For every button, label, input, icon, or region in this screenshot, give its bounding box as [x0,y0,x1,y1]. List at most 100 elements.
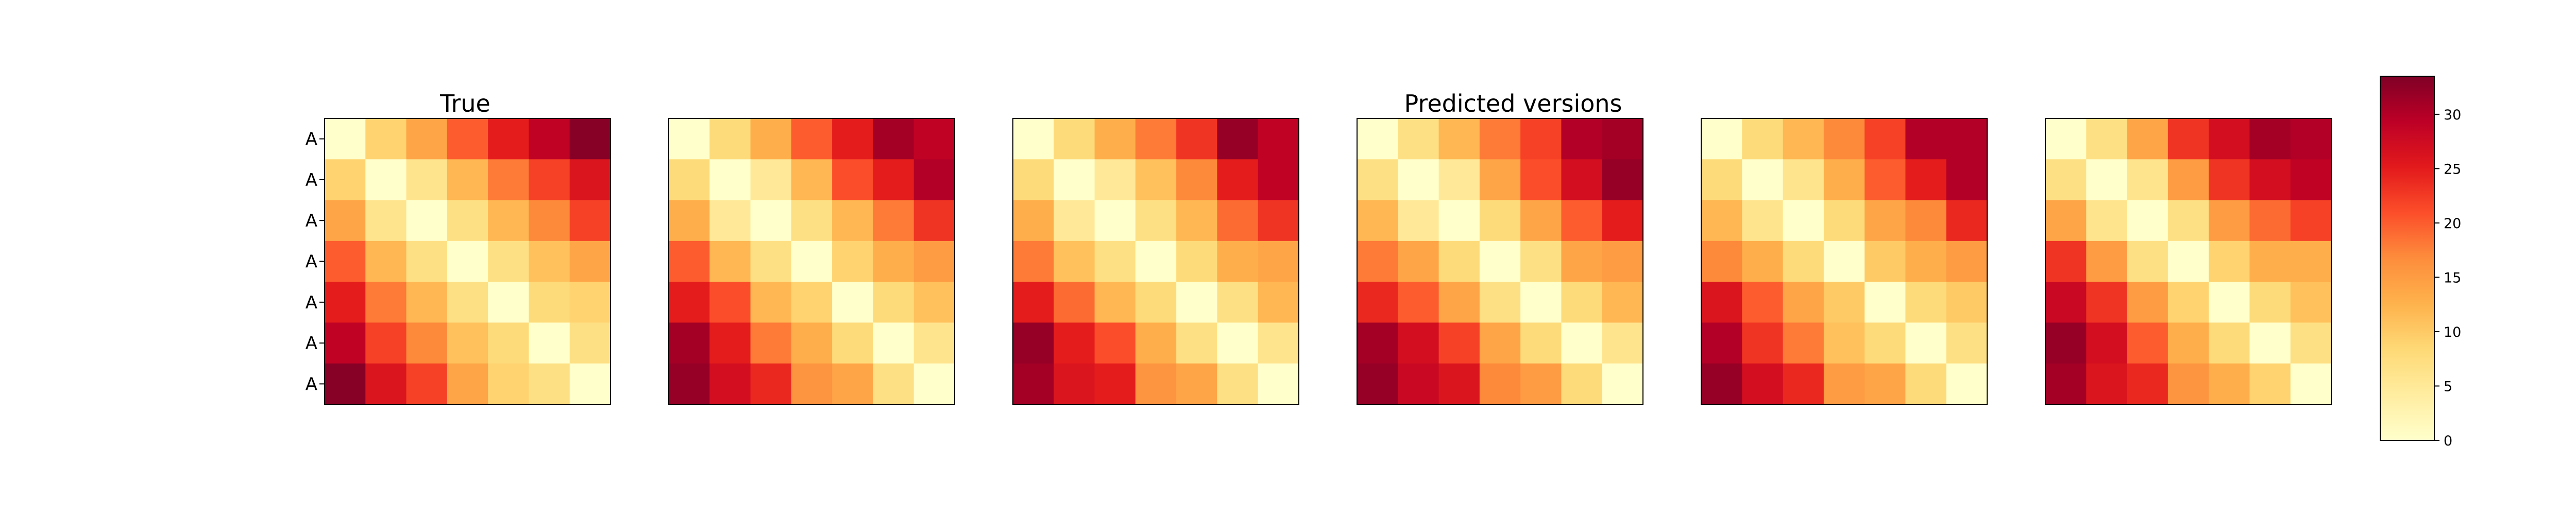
heatmap-cell [791,159,833,201]
heatmap-cell [913,241,955,282]
heatmap-cell [1054,241,1095,282]
row-label: A [306,129,317,150]
heatmap-cell [832,241,874,282]
panel-frame [668,118,955,405]
heatmap-cell [529,200,570,242]
heatmap-cell [1946,241,1988,282]
heatmap-cell [1479,322,1521,364]
heatmap-cell [1561,282,1603,323]
row-label: A [306,211,317,231]
row-label: A [306,252,317,272]
heatmap-cell [1258,241,1299,282]
heatmap-cell [1013,159,1054,201]
colorbar-tick-label: 25 [2444,161,2461,177]
heatmap-cell [1520,241,1562,282]
heatmap-cell [1217,159,1259,201]
heatmap-cell [1398,322,1439,364]
heatmap-cell [488,241,530,282]
heatmap-cell [791,282,833,323]
heatmap-cell [2086,241,2128,282]
heatmap-panel-1 [324,118,611,405]
heatmap-cell [1013,282,1054,323]
heatmap-cell [1176,118,1218,160]
heatmap-cell [1783,241,1824,282]
heatmap-cell [1602,363,1643,405]
heatmap-cell [1438,200,1480,242]
heatmap-cell [1946,322,1988,364]
heatmap-cell [1094,363,1136,405]
heatmap-cell [529,241,570,282]
heatmap-cell [1357,118,1398,160]
heatmap-cell [406,282,448,323]
heatmap-cell [2086,282,2128,323]
heatmap-panels [324,118,2332,405]
heatmap-cell [1602,159,1643,201]
heatmap-cell [2167,282,2209,323]
row-label: A [306,170,317,191]
heatmap-cell [406,322,448,364]
heatmap-cell [2086,322,2128,364]
heatmap-cell [750,241,792,282]
heatmap-cell [1217,363,1259,405]
heatmap-cell [1783,322,1824,364]
heatmap-cell [1561,159,1603,201]
heatmap-cell [529,282,570,323]
panel-frame [1357,118,1643,405]
heatmap-cell [1905,363,1947,405]
heatmap-cell [406,200,448,242]
heatmap-cell [1357,282,1398,323]
heatmap-cell [1602,282,1643,323]
heatmap-cell [750,363,792,405]
heatmap-cell [2127,241,2168,282]
heatmap-cell [1946,282,1988,323]
heatmap-cell [365,159,407,201]
heatmap-cell [873,118,914,160]
row-label: A [306,374,317,394]
heatmap-cell [1357,363,1398,405]
heatmap-cell [447,322,488,364]
heatmap-cell [832,282,874,323]
colorbar-ticks: 0 5 10 15 20 25 30 [2434,107,2461,449]
heatmap-cell [1135,118,1177,160]
heatmap-cell [1398,363,1439,405]
heatmap-cell [2209,322,2250,364]
heatmap-cell [2045,322,2087,364]
heatmap-cell [529,363,570,405]
heatmap-cell [1602,200,1643,242]
heatmap-cell [488,118,530,160]
heatmap-cell [447,159,488,201]
heatmap-cell [2167,118,2209,160]
heatmap-cell [1176,200,1218,242]
heatmap-cell [569,241,611,282]
heatmap-cell [569,118,611,160]
heatmap-cell [1602,322,1643,364]
heatmap-cell [1946,200,1988,242]
panel-frame [1012,118,1299,405]
heatmap-cell [669,363,710,405]
heatmap-cell [873,282,914,323]
title-predicted-versions: Predicted versions [1404,90,1622,117]
heatmap-cell [1479,200,1521,242]
heatmap-cell [1742,200,1784,242]
heatmap-cell [365,200,407,242]
heatmap-cell [406,363,448,405]
row-label: A [306,293,317,313]
heatmap-cell [1398,200,1439,242]
heatmap-cell [832,118,874,160]
heatmap-cell [1905,159,1947,201]
heatmap-cell [1479,159,1521,201]
heatmap-cell [791,118,833,160]
heatmap-cell [1176,363,1218,405]
heatmap-cell [2045,282,2087,323]
heatmap-cell [1905,118,1947,160]
heatmap-cell [1217,118,1259,160]
panel-frame [1701,118,1988,405]
heatmap-cell [1357,200,1398,242]
heatmap-cell [1479,241,1521,282]
heatmap-cell [1398,118,1439,160]
heatmap-cell [1054,200,1095,242]
heatmap-cell [1054,118,1095,160]
heatmap-cell [325,159,366,201]
